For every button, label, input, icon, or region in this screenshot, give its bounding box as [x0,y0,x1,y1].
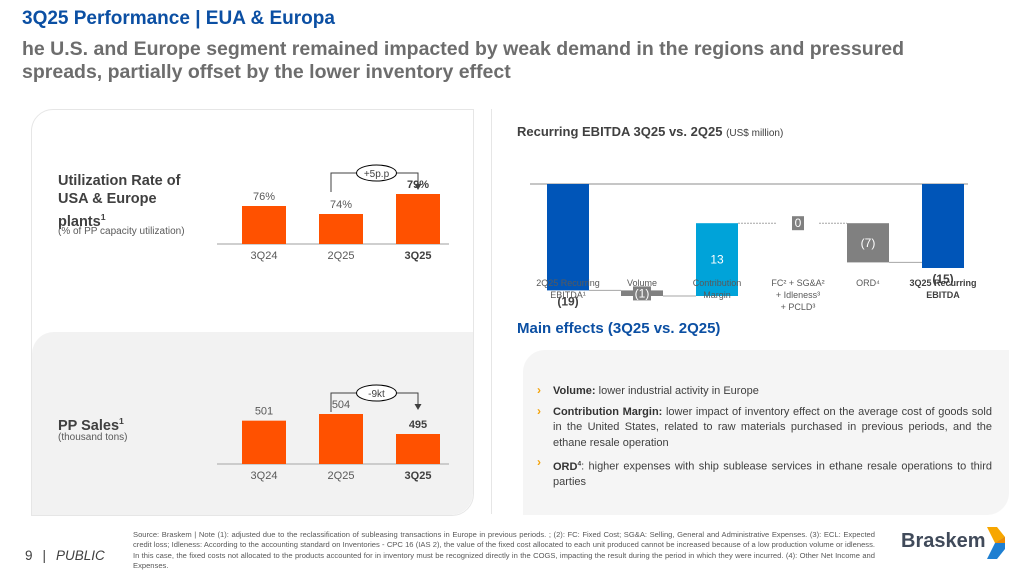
logo-text: Braskem [901,530,986,552]
data-label: 504 [332,399,350,411]
bar-3q25 [396,194,440,244]
data-label: 13 [710,253,724,267]
effect-label: ORD4 [553,460,582,473]
category-label: Contribution [693,278,742,288]
effect-item: › Volume: lower industrial activity in Eu… [537,383,992,400]
delta-badge [356,164,397,182]
utilization-title-line2: USA & Europe [58,191,157,207]
page-footer: 9 | PUBLIC [25,548,105,563]
data-label: (1) [635,286,650,300]
divider [491,109,492,514]
pp-sales-title: PP Sales1 [58,412,124,435]
effect-text: : higher expenses with ship sublease ser… [553,460,992,489]
delta-label: +5p.p [364,169,390,180]
footnote: Source: Braskem | Note (1): adjusted due… [133,530,875,570]
category-label: 2Q25 [328,250,355,262]
bar-3q24 [242,420,286,464]
data-label: 501 [255,406,273,418]
data-label: (15) [932,272,953,286]
data-label: 74% [330,199,352,211]
category-label: 2Q25 Recurring [536,278,600,288]
effect-text: lower impact of inventory effect on the … [553,405,992,449]
utilization-title-line1: Utilization Rate of [58,173,181,189]
classification-label: PUBLIC [56,548,105,563]
page-subtitle: he U.S. and Europe segment remained impa… [22,38,905,83]
utilization-title-line3: plants1 [58,208,180,231]
waterfall-bar [792,216,804,231]
footer-separator: | [42,548,47,563]
utilization-subtitle: (% of PP capacity utilization) [58,226,185,237]
waterfall-bar [696,223,738,296]
data-label: (7) [861,236,876,250]
category-label: 3Q25 [405,470,432,482]
utilization-title-text: plants [58,213,101,230]
footnote-marker: 1 [119,416,124,426]
category-label: Volume [627,278,657,288]
ebitda-waterfall-chart: (19) 2Q25 Recurring EBITDA¹ (1)Volume 13 Cont… [530,183,977,312]
category-label: ORD⁴ [856,278,880,288]
category-label: FC² + SG&A² [771,278,824,288]
waterfall-title-unit: (US$ million) [726,128,784,139]
main-effects-list: › Volume: lower industrial activity in Eu… [537,383,992,496]
category-label: 3Q25 [405,250,432,262]
braskem-logo-icon [987,527,1005,559]
waterfall-title: Recurring EBITDA 3Q25 vs. 2Q25 (US$ mill… [517,124,783,139]
chevron-right-icon: › [537,455,541,469]
data-label: 76% [253,191,275,203]
pp-sales-bar-chart: 501 3Q24 504 2Q25 495 3Q25 -9kt [217,384,449,482]
effect-label: Contribution Margin: [553,405,663,418]
data-label: (19) [557,294,578,308]
data-label: 495 [409,419,427,431]
bar-2q25 [319,214,363,244]
main-effects-title: Main effects (3Q25 vs. 2Q25) [517,320,721,337]
effect-label: Volume: [553,385,596,397]
waterfall-bar [547,184,589,291]
chevron-right-icon: › [537,383,541,397]
data-label: 0 [795,216,802,230]
page-title: 3Q25 Performance | EUA & Europa [22,8,335,29]
chevron-right-icon: › [537,403,541,418]
waterfall-title-main: Recurring EBITDA 3Q25 vs. 2Q25 [517,124,723,139]
category-label: Margin [703,290,731,300]
bar-2q25 [319,414,363,464]
waterfall-bar [922,184,964,268]
category-label: EBITDA [926,290,960,300]
delta-label: -9kt [368,389,385,400]
utilization-title: Utilization Rate of USA & Europe plants1 [58,172,180,231]
effect-item: › ORD4: higher expenses with ship subleas… [537,455,992,491]
bar-3q25 [396,434,440,464]
category-label: 3Q24 [251,470,278,482]
page-number: 9 [25,548,33,563]
footnote-marker: 4 [577,460,582,467]
waterfall-bar [847,223,889,263]
main-effects-box: › Volume: lower industrial activity in Eu… [523,350,1009,515]
category-label: + Idleness³ [776,290,820,300]
delta-badge [356,384,397,402]
pp-sales-subtitle: (thousand tons) [58,432,128,443]
effect-text: lower industrial activity in Europe [595,385,759,397]
arrow-down-icon [414,184,422,190]
category-label: 3Q24 [251,250,278,262]
category-label: 2Q25 [328,470,355,482]
category-label: + PCLD³ [781,302,816,312]
pp-sales-title-text: PP Sales [58,417,120,434]
effect-item: › Contribution Margin: lower impact of in… [537,403,992,452]
arrow-down-icon [414,404,422,410]
category-label: 3Q25 Recurring [909,278,976,288]
waterfall-bar [633,286,651,301]
footnote-marker: 1 [100,212,106,222]
bar-3q24 [242,206,286,244]
category-label: EBITDA¹ [550,290,586,300]
